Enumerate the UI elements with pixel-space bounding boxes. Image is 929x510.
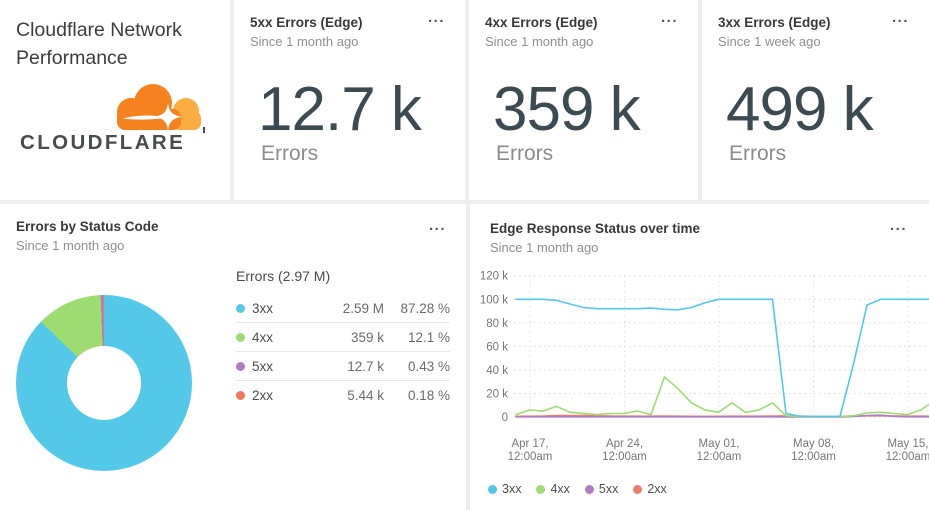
stat-label-5xx: Errors [261,142,319,165]
legend-item-2xx[interactable]: 2xx [633,482,667,496]
svg-text:20 k: 20 k [486,388,508,400]
legend-value: 2.59 M [342,300,384,316]
legend-label: 3xx [502,482,522,496]
legend-percent: 12.1 % [407,329,450,345]
more-menu-icon[interactable]: ... [891,9,909,26]
page-title: Cloudflare Network Performance [16,19,182,69]
stat-card-4xx: 4xx Errors (Edge) Since 1 month ago ... … [469,0,698,200]
series-dot-2xx [236,390,245,400]
legend-label: 4xx [550,482,570,496]
more-menu-icon[interactable]: ... [889,217,907,234]
legend-value: 359 k [350,329,384,345]
svg-text:May 01,12:00am: May 01, 12:00am [697,438,742,463]
legend-row-3xx[interactable]: 3xx 2.59 M 87.28 % [236,294,450,322]
legend-row-4xx[interactable]: 4xx 359 k 12.1 % [236,322,450,351]
trademark-tick [203,127,205,133]
more-menu-icon[interactable]: ... [427,9,445,26]
stat-value-4xx: 359 k [493,75,641,144]
svg-text:60 k: 60 k [486,341,508,353]
legend-label: 2xx [252,387,274,403]
flare-star-icon [154,103,182,131]
svg-text:120 k: 120 k [480,271,508,283]
stat-card-5xx-subtitle: Since 1 month ago [250,34,359,49]
cloudflare-wordmark: CLOUDFLARE [20,131,185,154]
stat-label-4xx: Errors [496,142,554,165]
timeseries-card: Edge Response Status over time Since 1 m… [470,204,929,510]
stat-card-3xx-subtitle: Since 1 week ago [718,34,821,49]
timeseries-card-title: Edge Response Status over time [490,221,701,236]
series-dot-4xx [236,332,245,342]
donut-card-subtitle: Since 1 month ago [16,238,125,253]
legend-item-5xx[interactable]: 5xx [584,482,619,496]
donut-hole [67,346,141,420]
header-card: Cloudflare Network Performance CLOUDFLAR… [0,0,230,200]
legend-percent: 0.43 % [407,358,450,374]
donut-card-title: Errors by Status Code [16,219,159,234]
legend-item-3xx[interactable]: 3xx [488,482,521,496]
svg-text:May 08,12:00am: May 08, 12:00am [791,438,836,463]
timeseries-chart[interactable]: 0 20 k 40 k 60 k 80 k 100 k 120 k Apr 17, 12:00a… [470,204,929,510]
legend-percent: 0.18 % [407,387,450,403]
donut-legend: Errors (2.97 M) 3xx 2.59 M 87.28 % 4xx 3… [236,266,450,409]
more-menu-icon[interactable]: ... [428,217,446,234]
cloudflare-logo: CLOUDFLARE [16,78,208,161]
timeseries-card-subtitle: Since 1 month ago [490,240,599,255]
legend-row-2xx[interactable]: 2xx 5.44 k 0.18 % [236,380,450,409]
legend-percent: 87.28 % [400,300,450,316]
stat-card-3xx-title: 3xx Errors (Edge) [718,15,831,30]
legend-label: 2xx [647,482,667,496]
stat-value-5xx: 12.7 k [258,75,422,144]
svg-text:Apr 17,12:00am: Apr 17, 12:00am [508,438,553,463]
legend-label: 4xx [252,329,274,345]
donut-legend-title: Errors (2.97 M) [236,268,331,284]
stat-card-5xx: 5xx Errors (Edge) Since 1 month ago ... … [234,0,465,200]
stat-card-3xx: 3xx Errors (Edge) Since 1 week ago ... 4… [702,0,929,200]
stat-value-3xx: 499 k [726,75,874,144]
series-dot-3xx [236,303,245,313]
svg-text:100 k: 100 k [480,294,508,306]
svg-text:May 15,12:00am: May 15, 12:00am [886,438,929,463]
legend-row-5xx[interactable]: 5xx 12.7 k 0.43 % [236,351,450,380]
svg-text:80 k: 80 k [486,318,508,330]
series-dot-4xx [536,484,546,494]
stat-card-4xx-subtitle: Since 1 month ago [485,34,594,49]
series-dot-5xx [584,484,594,494]
legend-value: 12.7 k [347,358,384,374]
series-dot-2xx [633,484,643,494]
legend-value: 5.44 k [347,387,384,403]
stat-card-4xx-title: 4xx Errors (Edge) [485,15,598,30]
svg-text:0: 0 [502,412,508,424]
stat-card-5xx-title: 5xx Errors (Edge) [250,15,363,30]
flare-swoosh [123,115,160,120]
timeseries-legend: 3xx 4xx 5xx 2xx [488,482,682,496]
donut-card: Errors by Status Code Since 1 month ago … [0,204,466,510]
stat-label-3xx: Errors [729,142,787,165]
legend-label: 5xx [598,482,619,496]
donut-chart[interactable] [16,295,192,471]
more-menu-icon[interactable]: ... [660,9,678,26]
legend-label: 5xx [252,358,274,374]
svg-text:Apr 24,12:00am: Apr 24, 12:00am [602,438,647,463]
legend-label: 3xx [252,300,274,316]
legend-item-4xx[interactable]: 4xx [536,482,570,496]
svg-text:40 k: 40 k [486,365,508,377]
series-dot-5xx [236,361,245,371]
series-dot-3xx [488,484,497,494]
cloudflare-logo-image: CLOUDFLARE [20,84,205,154]
